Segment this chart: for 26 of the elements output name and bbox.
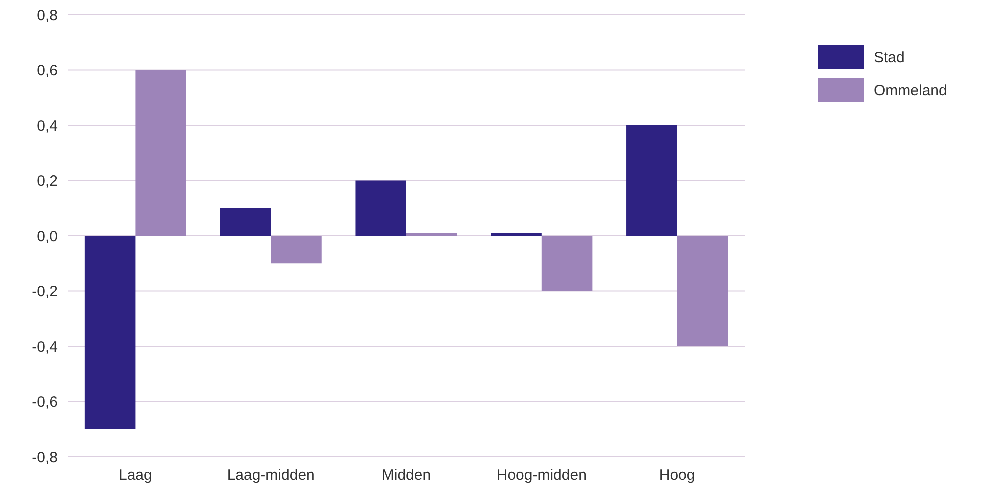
y-tick-label: -0,2 bbox=[32, 284, 58, 300]
y-tick-label: 0,2 bbox=[37, 173, 58, 190]
x-tick-label: Hoog-midden bbox=[496, 467, 587, 484]
y-tick-label: 0,6 bbox=[37, 62, 58, 80]
bar bbox=[84, 236, 136, 430]
bar bbox=[220, 208, 272, 236]
bar bbox=[271, 236, 322, 264]
y-tick-label: -0,6 bbox=[32, 394, 58, 411]
legend-label: Ommeland bbox=[874, 82, 948, 100]
y-tick-label: -0,4 bbox=[32, 338, 58, 356]
x-tick-label: Laag-midden bbox=[227, 467, 315, 484]
x-tick-label: Hoog bbox=[659, 467, 696, 484]
bar bbox=[626, 126, 678, 236]
y-tick-label: 0,4 bbox=[37, 118, 58, 135]
x-tick-label: Laag bbox=[119, 467, 152, 484]
bar bbox=[491, 233, 542, 236]
bar bbox=[356, 180, 406, 236]
y-tick-label: 0,8 bbox=[37, 7, 58, 24]
x-tick-label: Midden bbox=[382, 467, 432, 484]
legend-label: Stad bbox=[874, 49, 905, 66]
y-tick-label: 0,0 bbox=[37, 228, 58, 246]
bar bbox=[136, 70, 186, 236]
bar bbox=[677, 236, 728, 346]
y-tick-label: -0,8 bbox=[32, 449, 58, 466]
bar bbox=[406, 233, 458, 236]
bar bbox=[542, 236, 593, 292]
